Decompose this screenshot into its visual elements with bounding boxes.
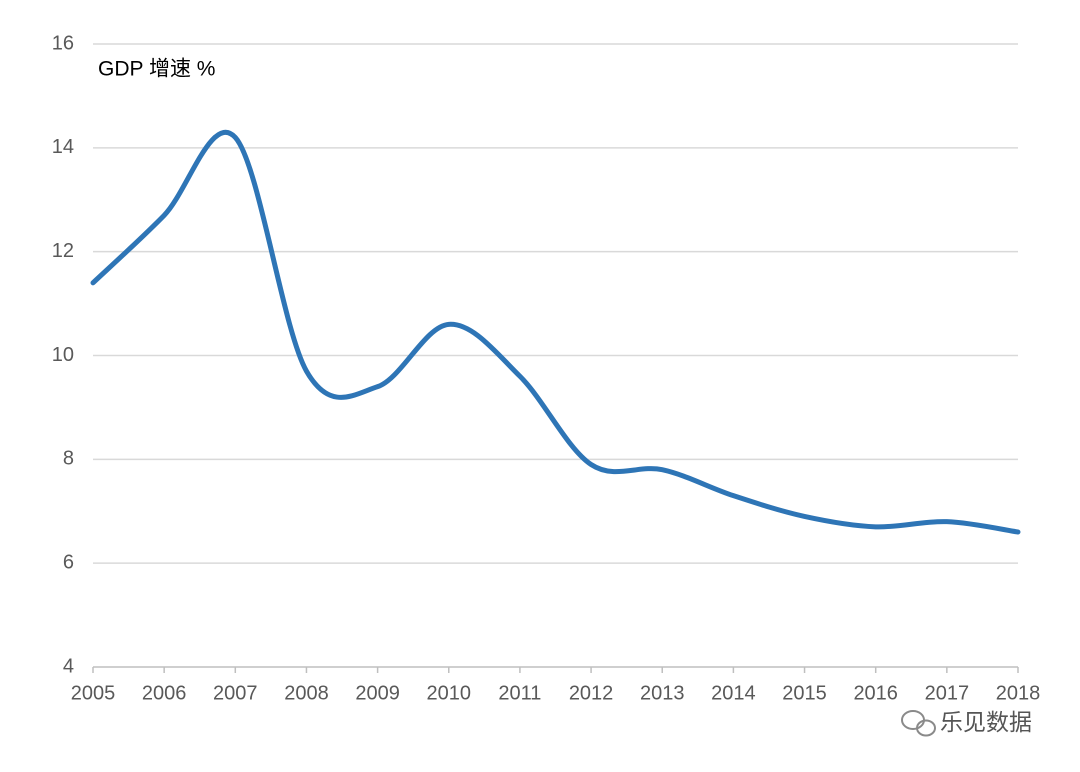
x-tick-label: 2012 [569,682,614,704]
y-tick-label: 8 [63,448,74,470]
x-tick-label: 2013 [640,682,685,704]
data-line [90,129,1021,535]
x-tick-label: 2017 [925,682,970,704]
x-tick-label: 2018 [996,682,1041,704]
y-tick-label: 16 [52,32,74,54]
y-tick-label: 6 [63,551,74,573]
watermark-icon [901,710,936,737]
watermark: 乐见数据 [940,709,1032,735]
y-tick-label: 14 [52,136,74,158]
x-tick-label: 2007 [213,682,258,704]
x-tick-label: 2006 [142,682,187,704]
y-tick-label: 4 [63,655,74,677]
x-tick-label: 2005 [71,682,116,704]
x-tick-label: 2015 [782,682,827,704]
x-tick-label: 2016 [853,682,898,704]
y-tick-label: 10 [52,344,74,366]
x-tick-label: 2008 [284,682,329,704]
chart-title: GDP 增速 % [98,58,215,81]
x-tick-label: 2014 [711,682,756,704]
y-tick-label: 12 [52,240,74,262]
x-tick-label: 2011 [498,682,541,704]
x-tick-label: 2010 [427,682,472,704]
x-tick-label: 2009 [355,682,400,704]
